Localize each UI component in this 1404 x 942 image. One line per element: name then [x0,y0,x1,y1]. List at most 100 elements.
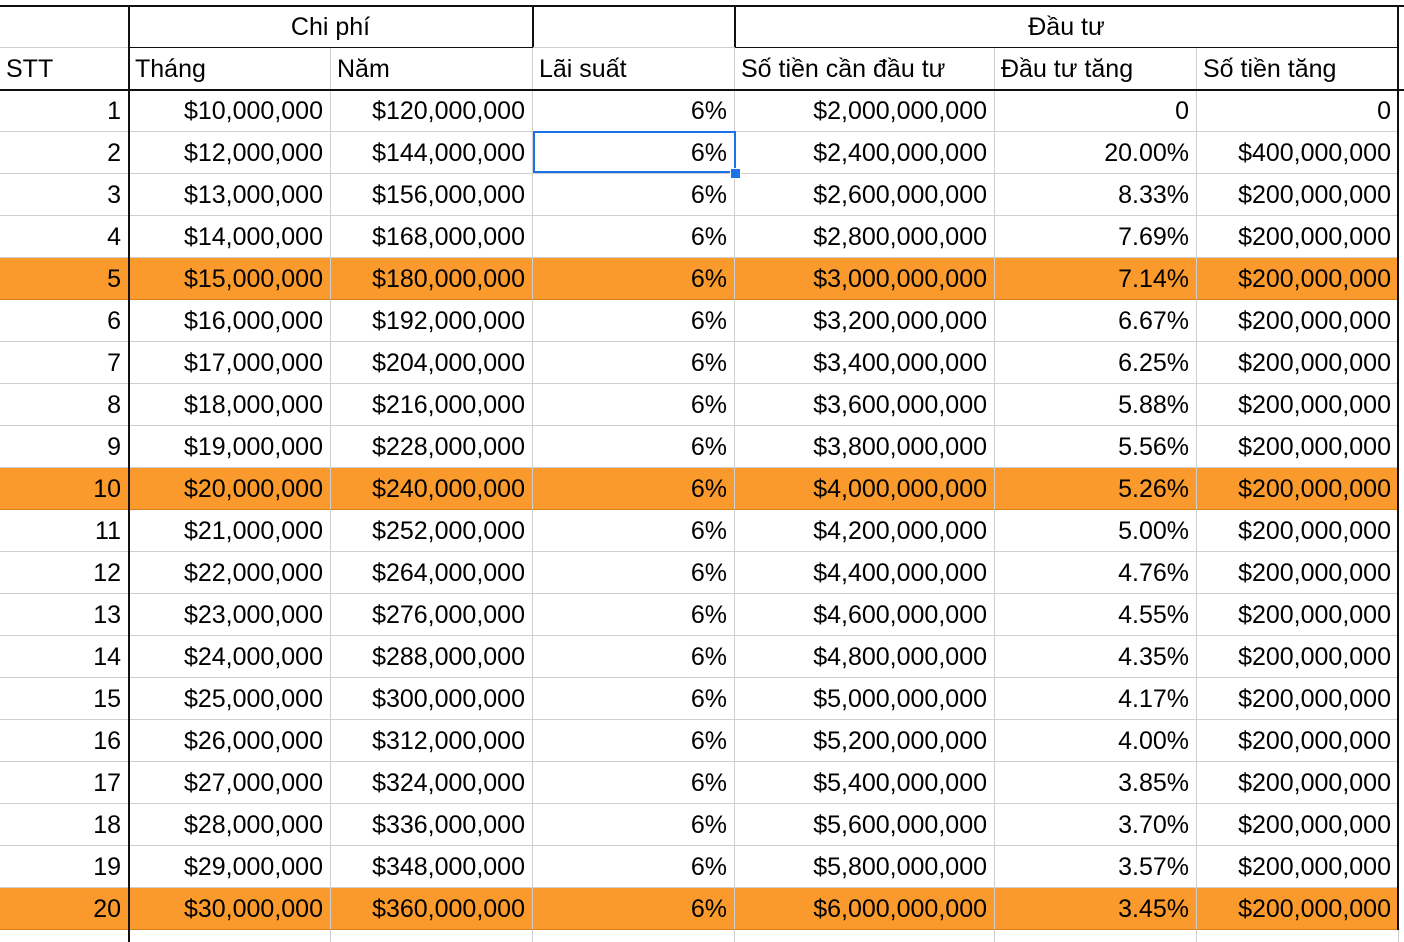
dau-tu-tang-cell[interactable]: 4.17% [995,678,1197,720]
lai-suat-cell[interactable]: 6% [533,846,735,888]
so-tien-tang-cell[interactable]: $200,000,000 [1197,174,1399,216]
empty-cell[interactable] [1197,930,1399,942]
stt-cell[interactable]: 5 [0,258,129,300]
thang-cell[interactable]: $16,000,000 [129,300,331,342]
thang-cell[interactable]: $21,000,000 [129,510,331,552]
stt-cell[interactable]: 14 [0,636,129,678]
stt-cell[interactable]: 20 [0,888,129,930]
so-tien-tang-cell[interactable]: $200,000,000 [1197,258,1399,300]
so-tien-tang-cell[interactable]: $400,000,000 [1197,132,1399,174]
stt-cell[interactable]: 4 [0,216,129,258]
so-tien-tang-cell[interactable]: $200,000,000 [1197,804,1399,846]
nam-cell[interactable]: $312,000,000 [331,720,533,762]
empty-cell[interactable] [129,930,331,942]
so-tien-can-dau-tu-cell[interactable]: $5,000,000,000 [735,678,995,720]
thang-cell[interactable]: $10,000,000 [129,90,331,132]
column-header-so-tien-tang[interactable]: Số tiền tăng [1197,48,1399,90]
dau-tu-tang-cell[interactable]: 5.56% [995,426,1197,468]
lai-suat-cell[interactable]: 6% [533,636,735,678]
dau-tu-tang-cell[interactable]: 3.45% [995,888,1197,930]
so-tien-tang-cell[interactable]: $200,000,000 [1197,594,1399,636]
stt-cell[interactable]: 3 [0,174,129,216]
so-tien-tang-cell[interactable]: $200,000,000 [1197,678,1399,720]
thang-cell[interactable]: $14,000,000 [129,216,331,258]
dau-tu-tang-cell[interactable]: 8.33% [995,174,1197,216]
lai-suat-cell[interactable]: 6% [533,594,735,636]
thang-cell[interactable]: $20,000,000 [129,468,331,510]
thang-cell[interactable]: $26,000,000 [129,720,331,762]
group-header-chi-phi[interactable]: Chi phí [129,6,533,48]
dau-tu-tang-cell[interactable]: 4.76% [995,552,1197,594]
so-tien-can-dau-tu-cell[interactable]: $4,800,000,000 [735,636,995,678]
so-tien-can-dau-tu-cell[interactable]: $2,400,000,000 [735,132,995,174]
dau-tu-tang-cell[interactable]: 3.70% [995,804,1197,846]
so-tien-can-dau-tu-cell[interactable]: $2,800,000,000 [735,216,995,258]
stt-cell[interactable]: 1 [0,90,129,132]
empty-cell[interactable] [331,930,533,942]
lai-suat-cell[interactable]: 6% [533,804,735,846]
lai-suat-cell[interactable]: 6% [533,468,735,510]
so-tien-tang-cell[interactable]: $200,000,000 [1197,468,1399,510]
so-tien-can-dau-tu-cell[interactable]: $6,000,000,000 [735,888,995,930]
lai-suat-cell[interactable]: 6% [533,90,735,132]
thang-cell[interactable]: $13,000,000 [129,174,331,216]
so-tien-tang-cell[interactable]: $200,000,000 [1197,300,1399,342]
thang-cell[interactable]: $30,000,000 [129,888,331,930]
lai-suat-cell[interactable]: 6% [533,174,735,216]
dau-tu-tang-cell[interactable]: 3.85% [995,762,1197,804]
lai-suat-cell[interactable]: 6% [533,510,735,552]
dau-tu-tang-cell[interactable]: 3.57% [995,846,1197,888]
stt-cell[interactable]: 13 [0,594,129,636]
stt-cell[interactable]: 8 [0,384,129,426]
so-tien-tang-cell[interactable]: $200,000,000 [1197,888,1399,930]
nam-cell[interactable]: $348,000,000 [331,846,533,888]
nam-cell[interactable]: $192,000,000 [331,300,533,342]
lai-suat-cell[interactable]: 6% [533,888,735,930]
so-tien-can-dau-tu-cell[interactable]: $5,400,000,000 [735,762,995,804]
so-tien-can-dau-tu-cell[interactable]: $4,200,000,000 [735,510,995,552]
lai-suat-cell[interactable]: 6% [533,426,735,468]
nam-cell[interactable]: $144,000,000 [331,132,533,174]
so-tien-can-dau-tu-cell[interactable]: $3,200,000,000 [735,300,995,342]
dau-tu-tang-cell[interactable]: 4.55% [995,594,1197,636]
dau-tu-tang-cell[interactable]: 20.00% [995,132,1197,174]
dau-tu-tang-cell[interactable]: 4.35% [995,636,1197,678]
so-tien-tang-cell[interactable]: $200,000,000 [1197,426,1399,468]
stt-cell[interactable]: 15 [0,678,129,720]
group-header-dau-tu[interactable]: Đầu tư [735,6,1399,48]
dau-tu-tang-cell[interactable]: 7.69% [995,216,1197,258]
dau-tu-tang-cell[interactable]: 5.26% [995,468,1197,510]
so-tien-can-dau-tu-cell[interactable]: $3,400,000,000 [735,342,995,384]
nam-cell[interactable]: $168,000,000 [331,216,533,258]
stt-cell[interactable]: 9 [0,426,129,468]
column-header-stt[interactable]: STT [0,48,129,90]
column-header-nam[interactable]: Năm [331,48,533,90]
thang-cell[interactable]: $17,000,000 [129,342,331,384]
nam-cell[interactable]: $240,000,000 [331,468,533,510]
so-tien-tang-cell[interactable]: $200,000,000 [1197,552,1399,594]
thang-cell[interactable]: $15,000,000 [129,258,331,300]
so-tien-tang-cell[interactable]: $200,000,000 [1197,216,1399,258]
so-tien-tang-cell[interactable]: $200,000,000 [1197,510,1399,552]
thang-cell[interactable]: $24,000,000 [129,636,331,678]
stt-cell[interactable]: 18 [0,804,129,846]
dau-tu-tang-cell[interactable]: 6.25% [995,342,1197,384]
stt-cell[interactable]: 6 [0,300,129,342]
stt-cell[interactable]: 10 [0,468,129,510]
so-tien-can-dau-tu-cell[interactable]: $4,000,000,000 [735,468,995,510]
so-tien-can-dau-tu-cell[interactable]: $4,400,000,000 [735,552,995,594]
stt-cell[interactable]: 19 [0,846,129,888]
lai-suat-cell[interactable]: 6% [533,552,735,594]
lai-suat-cell[interactable]: 6% [533,720,735,762]
nam-cell[interactable]: $156,000,000 [331,174,533,216]
thang-cell[interactable]: $22,000,000 [129,552,331,594]
nam-cell[interactable]: $336,000,000 [331,804,533,846]
nam-cell[interactable]: $228,000,000 [331,426,533,468]
stt-cell[interactable]: 11 [0,510,129,552]
empty-cell[interactable] [533,930,735,942]
nam-cell[interactable]: $216,000,000 [331,384,533,426]
dau-tu-tang-cell[interactable]: 5.00% [995,510,1197,552]
so-tien-tang-cell[interactable]: $200,000,000 [1197,342,1399,384]
nam-cell[interactable]: $300,000,000 [331,678,533,720]
stt-cell[interactable]: 16 [0,720,129,762]
